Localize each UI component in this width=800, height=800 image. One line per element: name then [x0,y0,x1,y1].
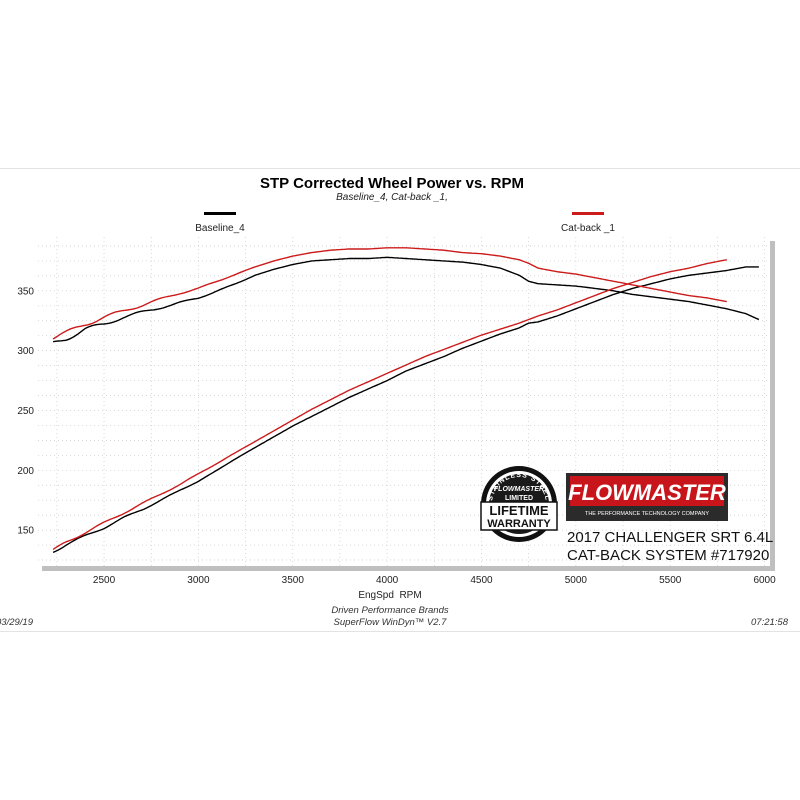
series-line-cat-back-1-torque [52,259,727,551]
logo-brand: FLOWMASTER [568,480,726,505]
plot-shadow-right [770,241,775,570]
y-tick-label: 350 [17,286,34,297]
chart-title: STP Corrected Wheel Power vs. RPM [260,175,524,192]
badge-banner [480,501,558,531]
logo-tagline: THE PERFORMANCE TECHNOLOGY COMPANY [585,511,709,517]
x-tick-label: 5000 [565,575,588,586]
legend-swatch-baseline [204,212,236,215]
flowmaster-logo: FLOWMASTER THE PERFORMANCE TECHNOLOGY CO… [566,473,728,521]
x-tick-label: 6000 [753,575,776,586]
footer-date: 03/29/19 [0,617,34,628]
footer-software: SuperFlow WinDyn™ V2.7 [334,617,448,628]
series-line-baseline-4-power [52,256,760,343]
x-tick-label: 5500 [659,575,682,586]
legend-label-catback: Cat-back _1 [561,223,615,234]
x-tick-label: 4000 [376,575,399,586]
dyno-chart: STP Corrected Wheel Power vs. RPM Baseli… [0,175,789,628]
x-axis-label: EngSpd RPM [358,590,421,601]
series-line-cat-back-1-power [52,247,727,340]
y-tick-label: 300 [17,346,34,357]
badge-lifetime: LIFETIME [489,503,549,518]
chart-series [52,247,760,554]
badge-brand: FLOWMASTER [494,486,544,493]
lifetime-warranty-badge: STAINLESS STEEL FLOWMASTER LIMITED LIFET… [480,466,558,542]
footer-company: Driven Performance Brands [331,605,448,616]
dyno-chart-panel: STP Corrected Wheel Power vs. RPM Baseli… [0,168,800,632]
legend-label-baseline: Baseline_4 [195,223,245,234]
badge-warranty: WARRANTY [487,518,551,530]
y-axis-ticks: 150 200 250 300 350 [17,286,34,536]
x-tick-label: 3500 [282,575,305,586]
y-tick-label: 250 [17,406,34,417]
x-axis-ticks: 2500 3000 3500 4000 4500 5000 5500 6000 [93,575,776,586]
y-tick-label: 150 [17,526,34,537]
product-system: CAT-BACK SYSTEM #717920 [567,547,769,564]
x-tick-label: 3000 [187,575,210,586]
chart-subtitle: Baseline_4, Cat-back _1, [336,192,448,203]
legend-swatch-catback [572,212,604,215]
y-tick-label: 200 [17,466,34,477]
badge-limited: LIMITED [505,495,533,502]
product-vehicle: 2017 CHALLENGER SRT 6.4L [567,529,773,546]
x-tick-label: 2500 [93,575,116,586]
logo-plate-red [570,476,724,506]
plot-shadow-bottom [42,566,775,571]
x-tick-label: 4500 [470,575,493,586]
footer-time: 07:21:58 [751,617,789,628]
